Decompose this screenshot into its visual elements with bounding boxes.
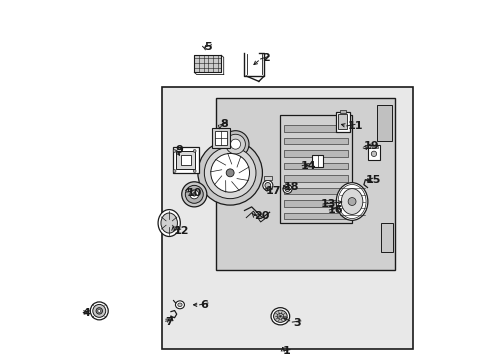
Ellipse shape (98, 310, 101, 312)
Ellipse shape (285, 186, 289, 192)
Bar (162, 87, 412, 348)
Text: 14: 14 (301, 161, 316, 171)
Ellipse shape (93, 305, 105, 318)
Ellipse shape (182, 182, 206, 207)
Bar (284, 201, 348, 207)
Text: 2: 2 (261, 53, 269, 63)
Ellipse shape (204, 147, 255, 199)
Bar (284, 188, 348, 194)
Ellipse shape (161, 213, 177, 233)
Bar (369, 146, 377, 148)
Bar (212, 128, 230, 148)
Ellipse shape (192, 193, 196, 196)
Bar (338, 114, 346, 129)
Ellipse shape (347, 198, 355, 206)
Text: 5: 5 (204, 42, 211, 51)
Bar (215, 131, 227, 145)
Ellipse shape (230, 139, 240, 149)
Ellipse shape (189, 190, 198, 199)
Bar (339, 110, 346, 113)
Ellipse shape (336, 183, 367, 220)
Ellipse shape (96, 308, 102, 314)
Bar (284, 213, 348, 220)
Text: 9: 9 (175, 144, 183, 154)
Text: 10: 10 (186, 188, 202, 198)
Text: 15: 15 (365, 175, 380, 185)
Text: 18: 18 (283, 182, 298, 192)
Bar (335, 112, 349, 132)
Bar (284, 150, 348, 157)
Ellipse shape (193, 170, 196, 172)
Ellipse shape (178, 303, 182, 307)
Ellipse shape (222, 131, 248, 158)
Ellipse shape (262, 180, 272, 190)
Ellipse shape (273, 310, 286, 322)
Bar (284, 175, 348, 182)
Ellipse shape (283, 184, 291, 193)
Bar (176, 150, 195, 169)
Bar (284, 125, 348, 132)
Bar (284, 163, 348, 169)
Ellipse shape (226, 169, 234, 177)
Ellipse shape (198, 140, 262, 205)
Ellipse shape (270, 308, 289, 325)
Ellipse shape (341, 189, 362, 215)
Ellipse shape (173, 149, 176, 152)
Text: 6: 6 (201, 300, 208, 310)
Ellipse shape (370, 151, 376, 157)
Ellipse shape (264, 183, 270, 188)
Bar (172, 147, 198, 173)
Bar (280, 116, 351, 223)
Ellipse shape (158, 210, 180, 237)
Ellipse shape (175, 301, 184, 309)
Bar (263, 176, 271, 180)
Text: 1: 1 (282, 346, 290, 356)
Bar (376, 105, 391, 140)
Text: 16: 16 (327, 206, 343, 216)
Ellipse shape (193, 149, 196, 152)
Text: 17: 17 (265, 186, 280, 196)
Bar (367, 145, 379, 160)
Text: 19: 19 (363, 141, 378, 151)
Text: 11: 11 (347, 121, 363, 131)
Text: 3: 3 (293, 318, 301, 328)
Ellipse shape (210, 153, 249, 192)
Bar (194, 55, 221, 72)
Ellipse shape (185, 185, 203, 203)
Text: 12: 12 (173, 226, 188, 236)
Ellipse shape (173, 170, 176, 172)
Bar (180, 155, 190, 165)
Text: 8: 8 (220, 120, 227, 129)
Text: 20: 20 (254, 211, 269, 221)
Bar (215, 98, 394, 270)
Text: 7: 7 (164, 317, 172, 327)
Bar (284, 138, 348, 144)
Bar (311, 155, 323, 167)
Ellipse shape (225, 134, 245, 154)
Ellipse shape (277, 314, 283, 319)
Text: 13: 13 (320, 199, 335, 210)
Bar (380, 223, 392, 252)
Ellipse shape (90, 302, 108, 320)
Text: 4: 4 (82, 308, 90, 318)
